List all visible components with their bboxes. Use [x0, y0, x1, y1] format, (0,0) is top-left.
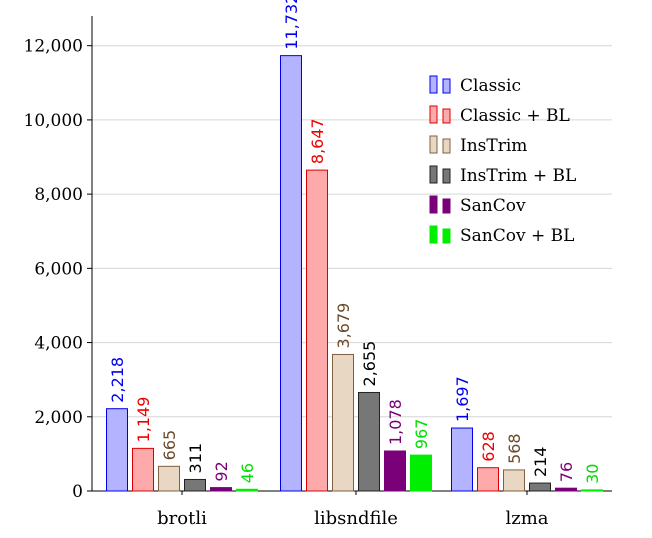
data-labels: 2,218 1,149 665 311 92 46 11,732 8,647 3,679 2,65…	[108, 0, 602, 484]
bar-value-label: 3,679	[334, 303, 353, 349]
bar-value-label: 1,697	[453, 376, 472, 422]
legend-swatch	[442, 108, 451, 124]
legend-swatch	[429, 105, 438, 124]
bar	[451, 427, 473, 492]
bar	[477, 467, 499, 492]
legend-label: Classic	[460, 76, 521, 96]
bar-value-label: 11,732	[282, 0, 301, 50]
bar	[555, 487, 577, 492]
bar-value-label: 1,078	[386, 399, 405, 445]
bar-value-label: 568	[505, 433, 524, 464]
bar	[236, 488, 258, 492]
x-category-label: libsndfile	[314, 508, 398, 529]
legend: Classic Classic + BL InsTrim InsTrim + BL Sa…	[429, 75, 576, 246]
bar	[384, 450, 406, 492]
y-tick-label: 4,000	[34, 334, 83, 354]
bar	[158, 465, 180, 492]
legend-swatch	[442, 168, 451, 184]
bar	[280, 55, 302, 492]
bar	[503, 469, 525, 492]
bar	[210, 487, 232, 492]
bar-value-label: 311	[186, 443, 205, 474]
bar	[106, 408, 128, 492]
bar-value-label: 8,647	[308, 118, 327, 164]
bar-value-label: 76	[557, 462, 576, 482]
bar	[529, 482, 551, 492]
legend-label: InsTrim	[460, 136, 527, 156]
legend-swatch	[429, 135, 438, 154]
legend-swatch	[442, 228, 451, 244]
bar	[581, 489, 603, 492]
bar-value-label: 2,655	[360, 341, 379, 387]
bar	[410, 454, 432, 492]
legend-label: SanCov	[460, 196, 526, 216]
bar	[332, 353, 354, 492]
y-tick-label: 2,000	[34, 408, 83, 428]
bar	[306, 169, 328, 492]
bars	[106, 55, 603, 492]
legend-swatch	[429, 75, 438, 94]
bar-value-label: 30	[583, 464, 602, 484]
y-tick-label: 0	[72, 482, 83, 502]
bar	[358, 391, 380, 492]
bar-value-label: 665	[160, 430, 179, 461]
bar-value-label: 2,218	[108, 357, 127, 403]
y-tick-label: 6,000	[34, 259, 83, 279]
bar-value-label: 967	[412, 419, 431, 450]
bar-value-label: 1,149	[134, 397, 153, 443]
legend-swatch	[442, 198, 451, 214]
bar-value-label: 46	[238, 463, 257, 483]
bar-value-label: 92	[212, 461, 231, 481]
legend-swatch	[429, 225, 438, 244]
x-category-label: lzma	[505, 508, 548, 529]
y-tick-label: 12,000	[24, 37, 83, 57]
legend-label: InsTrim + BL	[460, 166, 576, 186]
legend-label: Classic + BL	[460, 106, 570, 126]
legend-swatch	[442, 78, 451, 94]
legend-swatch	[429, 195, 438, 214]
grid-lines	[92, 45, 612, 418]
legend-label: SanCov + BL	[460, 226, 574, 246]
x-category-label: brotli	[157, 508, 207, 529]
bar-value-label: 214	[531, 447, 550, 478]
bar	[184, 478, 206, 492]
y-tick-label: 8,000	[34, 185, 83, 205]
y-tick-label: 10,000	[24, 111, 83, 131]
legend-swatch	[429, 165, 438, 184]
bar	[132, 447, 154, 492]
bar-value-label: 628	[479, 431, 498, 462]
legend-swatch	[442, 138, 451, 154]
